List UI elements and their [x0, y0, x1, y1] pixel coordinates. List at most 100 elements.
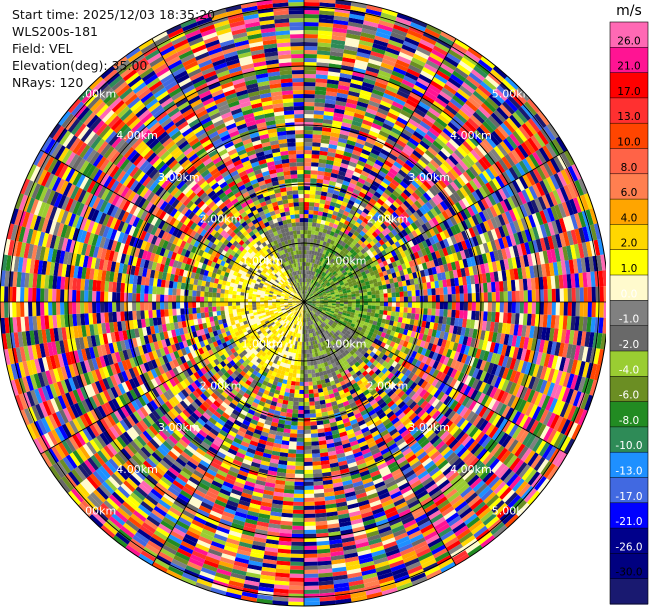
ppi-gate: [372, 180, 381, 188]
ppi-gate: [378, 352, 385, 359]
ppi-gate: [321, 282, 325, 286]
ppi-gate: [371, 332, 378, 339]
ppi-gate: [296, 373, 301, 378]
ppi-gate: [417, 217, 425, 226]
ppi-gate: [324, 263, 328, 269]
ppi-gate: [467, 117, 480, 130]
ppi-gate: [509, 234, 517, 247]
ppi-gate: [336, 199, 343, 205]
ppi-gate: [292, 517, 304, 522]
ppi-gate: [393, 123, 404, 133]
ppi-gate: [515, 385, 525, 398]
ppi-gate: [512, 346, 520, 359]
ppi-gate: [368, 100, 380, 108]
ppi-gate: [353, 259, 359, 265]
ppi-gate: [510, 92, 524, 107]
ppi-gate: [288, 585, 304, 590]
ppi-gate: [344, 172, 353, 179]
ppi-gate: [326, 270, 331, 276]
ppi-gate: [445, 349, 453, 358]
ppi-gate: [498, 312, 504, 323]
ppi-gate: [319, 2, 336, 8]
ppi-gate: [456, 88, 471, 100]
ppi-gate: [400, 109, 412, 119]
ppi-gate: [602, 270, 606, 287]
ppi-gate: [478, 186, 488, 198]
ppi-gate: [325, 290, 331, 294]
ppi-gate: [366, 66, 380, 74]
ppi-gate: [307, 299, 312, 301]
ppi-gate: [409, 153, 420, 163]
ppi-gate: [293, 493, 304, 498]
ppi-gate: [463, 385, 472, 396]
ppi-gate: [445, 141, 457, 153]
ppi-gate: [337, 141, 347, 148]
ppi-gate: [312, 246, 316, 252]
ppi-gate: [402, 328, 409, 336]
ppi-gate: [342, 118, 353, 125]
ppi-gate: [313, 126, 323, 131]
ppi-gate: [555, 370, 563, 385]
ppi-gate: [321, 271, 326, 277]
ppi-gate: [329, 201, 337, 207]
ppi-gate: [318, 26, 333, 32]
ppi-gate: [363, 295, 368, 299]
ppi-gate: [361, 271, 367, 276]
ppi-gate: [518, 160, 530, 174]
ppi-gate: [403, 75, 417, 85]
ppi-gate: [354, 142, 365, 149]
ppi-gate: [307, 299, 312, 302]
ppi-gate: [417, 42, 433, 53]
ppi-gate: [491, 281, 496, 293]
ppi-gate: [323, 175, 331, 181]
ppi-gate: [410, 21, 426, 32]
ppi-gate: [471, 284, 476, 294]
ppi-gate: [315, 226, 320, 232]
ppi-gate: [351, 205, 358, 212]
ppi-gate: [314, 504, 326, 510]
ppi-gate: [475, 161, 486, 173]
ppi-gate: [447, 262, 453, 272]
ppi-gate: [397, 224, 405, 232]
ppi-gate: [317, 50, 331, 56]
ppi-gate: [333, 190, 340, 196]
ppi-gate: [296, 365, 301, 370]
ppi-gate: [495, 416, 505, 429]
ppi-gate: [346, 278, 352, 283]
ppi-gate: [332, 270, 337, 276]
ppi-gate: [464, 375, 473, 386]
ppi-gate: [460, 327, 466, 337]
ppi-gate: [513, 220, 521, 233]
ppi-gate: [408, 183, 418, 192]
ppi-gate: [307, 286, 310, 291]
ppi-gate: [436, 94, 450, 105]
ppi-gate: [421, 334, 428, 342]
ppi-gate: [370, 148, 381, 156]
ppi-gate: [382, 314, 387, 320]
ppi-gate: [480, 394, 490, 406]
ppi-gate: [387, 224, 395, 232]
ppi-gate: [530, 277, 536, 291]
ppi-gate: [307, 274, 310, 279]
ppi-gate: [282, 500, 294, 506]
ppi-gate: [523, 202, 532, 216]
ppi-gate: [535, 407, 546, 422]
ppi-gate: [388, 39, 403, 49]
ppi-gate: [335, 274, 340, 279]
ppi-gate: [503, 302, 508, 313]
ppi-gate: [529, 265, 535, 279]
ppi-gate: [313, 114, 324, 119]
ppi-gate: [331, 293, 336, 297]
ppi-gate: [384, 227, 391, 234]
ppi-gate: [403, 347, 410, 355]
ppi-gate: [352, 71, 366, 78]
ppi-gate: [465, 138, 477, 150]
ppi-gate: [399, 307, 404, 313]
ppi-gate: [307, 298, 312, 301]
ppi-gate: [344, 106, 356, 113]
ppi-gate: [371, 302, 376, 306]
ppi-gate: [310, 294, 315, 298]
ppi-gate: [307, 302, 312, 305]
ppi-gate: [362, 233, 370, 240]
ppi-gate: [338, 133, 349, 140]
